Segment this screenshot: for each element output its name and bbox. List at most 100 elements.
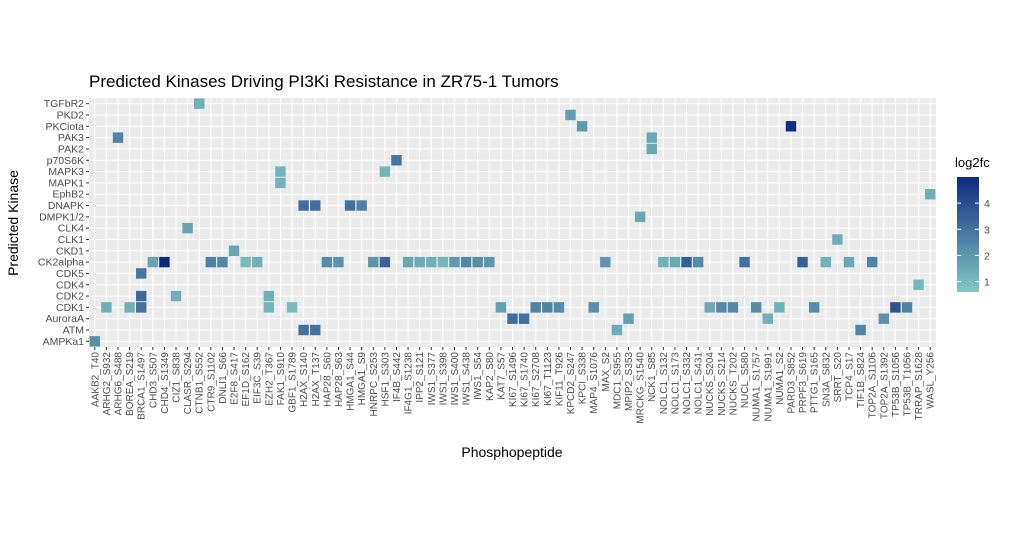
x-tick-label: NUMA1_S1991 [763, 352, 774, 422]
heatmap-cell [553, 302, 565, 313]
x-tick-label: NOLC1_S132 [659, 352, 670, 415]
legend-tick-label: 2 [984, 250, 990, 262]
y-tick-label: PKCiota [45, 121, 84, 133]
x-tick-label: EZH2_T367 [264, 352, 275, 406]
x-tick-label: TRRAP_S1628 [914, 352, 925, 421]
y-tick-label: PAK2 [58, 143, 84, 155]
heatmap-cell [681, 256, 692, 268]
heatmap-cell [298, 200, 309, 211]
heatmap-cell [600, 256, 611, 268]
heatmap-cell [205, 256, 217, 268]
heatmap-cell [507, 313, 518, 324]
heatmap-cell [147, 256, 159, 268]
x-tick-label: IWS1_S54 [473, 352, 484, 400]
heatmap-cell [820, 256, 831, 268]
heatmap-cell [124, 302, 135, 313]
heatmap-cell [785, 121, 797, 132]
heatmap-cell [774, 302, 785, 313]
x-tick-label: KI67_S1496 [508, 352, 519, 407]
x-tick-label: TP53B_T1056 [902, 352, 913, 417]
x-tick-label: AAKB2_T40 [90, 352, 101, 407]
x-tick-label: MPIP2_S353 [624, 352, 635, 411]
x-tick-label: HMGA1_S44 [346, 352, 357, 411]
heatmap-cell [275, 166, 286, 177]
heatmap-cell [263, 290, 275, 302]
heatmap-cell [159, 256, 170, 268]
heatmap-cell [623, 313, 634, 324]
x-tick-label: CHD3_S507 [148, 352, 159, 409]
x-tick-label: GBF1_S1789 [288, 352, 299, 413]
heatmap-cell [182, 222, 193, 234]
x-tick-label: KPCD2_S247 [566, 352, 577, 415]
x-tick-label: KAP2_S80 [485, 352, 496, 401]
x-tick-label: HMGA1_S9 [357, 352, 368, 406]
x-tick-label: FAK1_S910 [276, 352, 287, 406]
heatmap-cell [217, 256, 228, 268]
x-tick-label: EF1D_S162 [241, 352, 252, 407]
x-tick-label: H2AX_S140 [299, 352, 310, 407]
heatmap-cell [379, 256, 391, 268]
x-tick-label: MDC1_S955 [612, 352, 623, 410]
legend-tick-label: 1 [984, 277, 990, 289]
x-tick-label: NUCL_S580 [740, 352, 751, 409]
x-tick-label: EIF3C_S39 [253, 352, 264, 404]
x-tick-label: DNLI1_S66 [218, 352, 229, 404]
x-tick-label: MAX_S2 [601, 352, 612, 392]
heatmap-cell [136, 290, 147, 302]
x-tick-label: NCK1_S85 [647, 352, 658, 402]
x-tick-label: IF4G1_S1238 [404, 352, 415, 415]
x-tick-label: E2F8_S417 [230, 352, 241, 405]
legend-tick-label: 3 [984, 224, 990, 236]
x-tick-label: NOLC1_S332 [682, 352, 693, 415]
heatmap-cell [634, 211, 646, 223]
x-tick-label: TOP2A_S1392 [879, 352, 890, 420]
heatmap-cell [669, 256, 681, 268]
heatmap-cell [437, 256, 449, 268]
y-tick-label: CLK1 [58, 234, 84, 246]
y-axis-ticks: AMPKa1ATMAuroraACDK1CDK2CDK4CDK5CK2alpha… [38, 98, 89, 348]
y-tick-label: AMPKa1 [43, 336, 85, 348]
heatmap-cell [716, 302, 727, 313]
x-tick-label: KI67_S1740 [520, 352, 531, 407]
x-tick-label: NUMA1_S1757 [752, 352, 763, 422]
x-tick-label: TP53B_S1056 [891, 352, 902, 417]
x-tick-label: KIF11_T926 [554, 352, 565, 407]
x-tick-label: ARHG6_S488 [114, 352, 125, 416]
x-tick-label: MRCKG_S1540 [636, 352, 647, 424]
heatmap-cell [333, 256, 344, 268]
heatmap-cell [843, 256, 855, 268]
heatmap-cell [414, 256, 425, 268]
heatmap-cells [89, 98, 936, 347]
x-tick-label: CTR9_S1102 [206, 352, 217, 412]
x-tick-label: NOLC1_S431 [694, 352, 705, 415]
x-tick-label: KPCI_S338 [578, 352, 589, 405]
y-tick-label: MAPK1 [48, 177, 84, 189]
legend-colorbar [957, 177, 979, 292]
heatmap-cell [136, 268, 147, 279]
x-tick-label: NOLC1_S173 [670, 352, 681, 415]
heatmap-cell [275, 177, 286, 189]
y-tick-label: AuroraA [45, 313, 84, 325]
x-tick-label: HAP28_S60 [322, 352, 333, 407]
heatmap-cell [89, 336, 101, 347]
heatmap-cell [194, 98, 205, 109]
heatmap-cell [310, 324, 321, 336]
heatmap-cell [298, 324, 309, 336]
heatmap-cell [402, 256, 414, 268]
heatmap-cell [542, 302, 553, 313]
x-tick-label: BRCA1_S1497 [137, 352, 148, 420]
x-tick-label: NUMA1_S2 [775, 352, 786, 405]
x-tick-label: NUCKS_S204 [705, 352, 716, 416]
legend-title: log2fc [955, 155, 990, 170]
heatmap-cell [530, 302, 541, 313]
heatmap-cell [379, 166, 391, 177]
heatmap-cell [252, 256, 263, 268]
x-tick-label: MAP4_S1076 [589, 352, 600, 414]
x-tick-label: KAT7_S57 [496, 352, 507, 400]
x-tick-label: HNRPC_S253 [369, 352, 380, 417]
x-tick-label: TCP4_S17 [844, 352, 855, 401]
y-tick-label: CK2alpha [38, 257, 84, 269]
x-tick-label: PTTG1_S165 [810, 352, 821, 414]
x-tick-label: CHD4_S1349 [160, 352, 171, 414]
